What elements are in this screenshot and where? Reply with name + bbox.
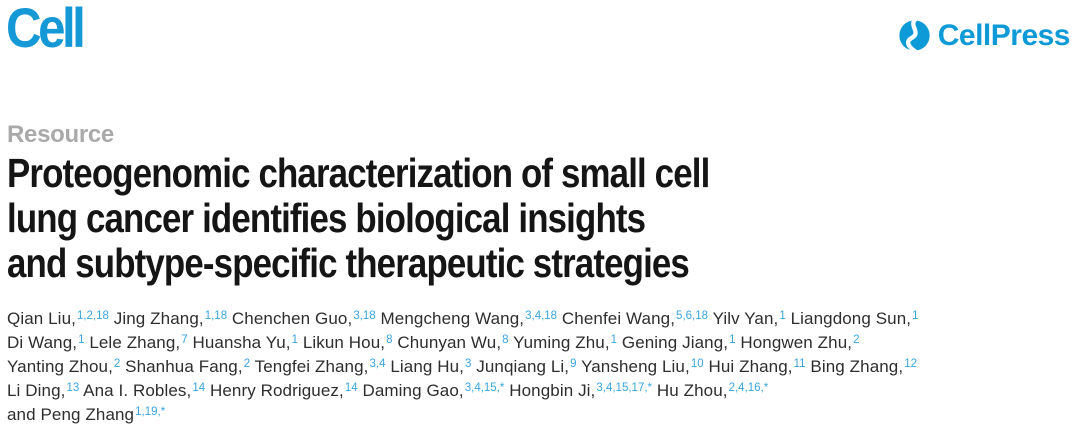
author-line: Li Ding,13 Ana I. Robles,14 Henry Rodrig… bbox=[7, 380, 919, 404]
author-affiliation-superscript: 1 bbox=[610, 333, 618, 346]
author-affiliation-superscript: 1,2,18 bbox=[76, 309, 109, 322]
author-name: Jing Zhang, bbox=[113, 309, 204, 328]
author-name: Yansheng Liu, bbox=[581, 357, 690, 376]
author-name: Mengcheng Wang, bbox=[380, 309, 525, 328]
author-affiliation-superscript: 3,4,15,17,* bbox=[596, 381, 653, 394]
author-name: Gening Jiang, bbox=[621, 333, 729, 352]
author-affiliation-superscript: 3,18 bbox=[353, 309, 376, 322]
author-name: Yilv Yan, bbox=[712, 309, 779, 328]
author-affiliation-superscript: 8 bbox=[386, 333, 393, 346]
author-affiliation-superscript: 1 bbox=[78, 333, 85, 346]
author-name: Henry Rodriguez, bbox=[209, 381, 344, 400]
author-name: Shanhua Fang, bbox=[125, 357, 243, 376]
author-name: Lele Zhang, bbox=[89, 333, 181, 352]
cellpress-logo-text: CellPress bbox=[937, 19, 1071, 52]
author-affiliation-superscript: 12 bbox=[904, 357, 917, 370]
author-affiliation-superscript: 1 bbox=[291, 333, 299, 346]
author-list: Qian Liu,1,2,18 Jing Zhang,1,18 Chenchen… bbox=[7, 308, 919, 428]
cellpress-swirl-icon bbox=[899, 19, 930, 52]
author-affiliation-superscript: 11 bbox=[793, 357, 806, 370]
article-title-line: and subtype-specific therapeutic strateg… bbox=[7, 240, 690, 286]
author-name: Li Ding, bbox=[7, 381, 66, 400]
author-affiliation-superscript: 9 bbox=[570, 357, 577, 370]
author-affiliation-superscript: 1 bbox=[779, 309, 786, 322]
author-name: Chenfei Wang, bbox=[561, 309, 676, 328]
author-affiliation-superscript: 1,19,* bbox=[135, 405, 166, 418]
author-name: Hongwen Zhu, bbox=[740, 333, 853, 352]
author-affiliation-superscript: 10 bbox=[690, 357, 704, 370]
author-affiliation-superscript: 3,4 bbox=[369, 357, 386, 370]
author-name: Chunyan Wu, bbox=[397, 333, 502, 352]
author-name: Liangdong Sun, bbox=[790, 309, 912, 328]
cellpress-logo: CellPress bbox=[898, 19, 1071, 52]
author-affiliation-superscript: 13 bbox=[66, 381, 80, 394]
cell-journal-logo: Cell bbox=[6, 0, 86, 59]
author-affiliation-superscript: 1 bbox=[729, 333, 736, 346]
author-line: Di Wang,1 Lele Zhang,7 Huansha Yu,1 Liku… bbox=[7, 332, 919, 356]
author-line: Yanting Zhou,2 Shanhua Fang,2 Tengfei Zh… bbox=[7, 356, 919, 380]
author-name: Ana I. Robles, bbox=[83, 381, 192, 400]
author-name: Qian Liu, bbox=[7, 309, 76, 328]
author-name: Yanting Zhou, bbox=[7, 357, 113, 376]
author-affiliation-superscript: 2 bbox=[243, 357, 251, 370]
article-title: Proteogenomic characterization of small … bbox=[7, 150, 710, 286]
author-affiliation-superscript: 14 bbox=[192, 381, 206, 394]
author-affiliation-superscript: 8 bbox=[502, 333, 509, 346]
author-name: Di Wang, bbox=[7, 333, 78, 352]
author-name: Junqiang Li, bbox=[476, 357, 570, 376]
author-affiliation-superscript: 2,4,16,* bbox=[728, 381, 769, 394]
author-affiliation-superscript: 1 bbox=[912, 309, 919, 322]
article-title-line: Proteogenomic characterization of small … bbox=[7, 150, 710, 196]
author-affiliation-superscript: 2 bbox=[853, 333, 860, 346]
author-name: Bing Zhang, bbox=[810, 357, 904, 376]
author-name: Hongbin Ji, bbox=[509, 381, 596, 400]
author-affiliation-superscript: 3,4,18 bbox=[525, 309, 558, 322]
author-name: Huansha Yu, bbox=[192, 333, 291, 352]
author-name: Likun Hou, bbox=[302, 333, 386, 352]
author-name: Daming Gao, bbox=[362, 381, 464, 400]
article-type-label: Resource bbox=[7, 121, 114, 148]
author-affiliation-superscript: 5,6,18 bbox=[676, 309, 709, 322]
author-name: Chenchen Guo, bbox=[231, 309, 353, 328]
article-title-line: lung cancer identifies biological insigh… bbox=[7, 195, 646, 241]
author-affiliation-superscript: 2 bbox=[113, 357, 121, 370]
author-name: and Peng Zhang bbox=[7, 405, 135, 424]
author-name: Hu Zhou, bbox=[656, 381, 728, 400]
author-affiliation-superscript: 3,4,15,* bbox=[464, 381, 505, 394]
author-name: Yuming Zhu, bbox=[513, 333, 610, 352]
author-name: Tengfei Zhang, bbox=[254, 357, 369, 376]
author-affiliation-superscript: 7 bbox=[181, 333, 188, 346]
author-name: Hui Zhang, bbox=[708, 357, 793, 376]
author-line: and Peng Zhang1,19,* bbox=[7, 404, 919, 428]
author-affiliation-superscript: 1,18 bbox=[204, 309, 228, 322]
author-affiliation-superscript: 14 bbox=[344, 381, 358, 394]
author-name: Liang Hu, bbox=[390, 357, 465, 376]
author-affiliation-superscript: 3 bbox=[465, 357, 472, 370]
author-line: Qian Liu,1,2,18 Jing Zhang,1,18 Chenchen… bbox=[7, 308, 919, 332]
